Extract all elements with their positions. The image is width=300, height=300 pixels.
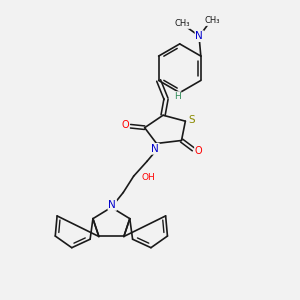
Text: N: N — [151, 144, 159, 154]
Text: O: O — [195, 146, 202, 156]
Text: S: S — [189, 115, 195, 125]
Text: H: H — [174, 92, 181, 101]
Text: CH₃: CH₃ — [205, 16, 220, 25]
Text: O: O — [121, 120, 129, 130]
Text: N: N — [196, 31, 203, 41]
Text: N: N — [108, 200, 116, 210]
Text: OH: OH — [141, 172, 155, 182]
Text: CH₃: CH₃ — [174, 19, 190, 28]
